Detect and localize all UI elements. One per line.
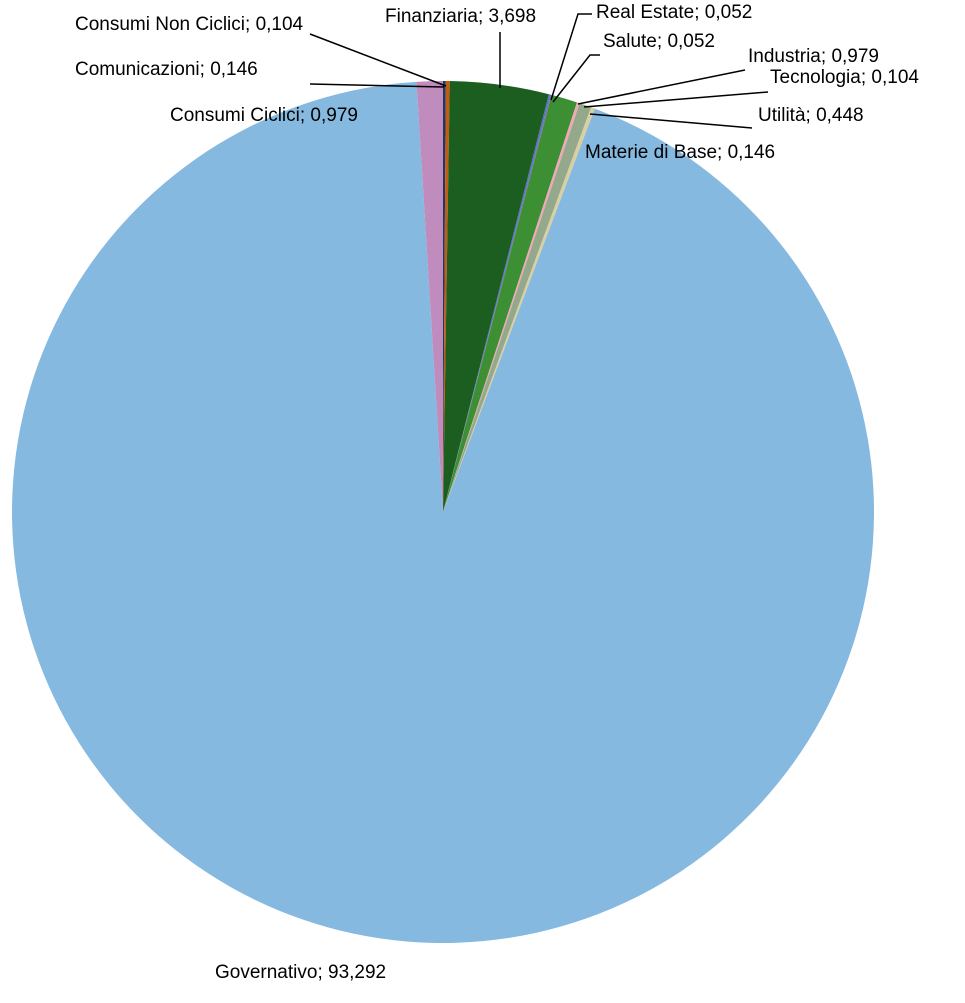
pie-slice xyxy=(443,81,549,513)
leader-line xyxy=(589,113,753,129)
pie-slice xyxy=(443,94,551,512)
pie-slice xyxy=(416,81,443,512)
data-label: Utilità; 0,448 xyxy=(758,105,864,126)
label-category: Industria xyxy=(748,46,821,67)
leader-line xyxy=(309,33,447,87)
label-separator: ; xyxy=(861,67,872,88)
pie-slice xyxy=(443,107,595,512)
data-label: Governativo; 93,292 xyxy=(215,962,386,983)
label-category: Utilità xyxy=(758,105,806,126)
pie-slice xyxy=(443,102,580,513)
label-value: 0,104 xyxy=(871,67,919,88)
label-separator: ; xyxy=(245,14,256,35)
label-value: 0,104 xyxy=(256,14,304,35)
label-separator: ; xyxy=(694,2,705,23)
data-label: Real Estate; 0,052 xyxy=(596,2,752,23)
data-label: Tecnologia; 0,104 xyxy=(770,67,919,88)
data-label: Consumi Ciclici; 0,979 xyxy=(170,105,358,126)
label-value: 0,052 xyxy=(705,2,753,23)
data-label: Consumi Non Ciclici; 0,104 xyxy=(75,14,304,35)
label-category: Tecnologia xyxy=(770,67,861,88)
label-separator: ; xyxy=(717,142,728,163)
pie-slice xyxy=(443,94,577,512)
label-value: 3,698 xyxy=(489,6,537,27)
leader-line xyxy=(552,54,600,103)
data-label: Salute; 0,052 xyxy=(603,31,715,52)
data-label: Finanziaria; 3,698 xyxy=(385,6,536,27)
label-separator: ; xyxy=(478,6,489,27)
label-separator: ; xyxy=(806,105,817,126)
pie-slice xyxy=(443,81,446,512)
pie-slice xyxy=(443,81,450,512)
label-separator: ; xyxy=(300,105,311,126)
leader-line xyxy=(583,91,769,108)
label-value: 0,052 xyxy=(667,31,715,52)
label-value: 93,292 xyxy=(328,962,386,983)
label-value: 0,448 xyxy=(816,105,864,126)
label-separator: ; xyxy=(200,59,211,80)
leader-line xyxy=(550,13,592,101)
label-category: Salute xyxy=(603,31,657,52)
label-value: 0,146 xyxy=(728,142,776,163)
leader-line xyxy=(309,83,445,88)
label-value: 0,146 xyxy=(210,59,258,80)
data-label: Industria; 0,979 xyxy=(748,46,879,67)
label-category: Consumi Ciclici xyxy=(170,105,300,126)
pie-slice xyxy=(12,81,875,944)
label-category: Materie di Base xyxy=(585,142,717,163)
label-separator: ; xyxy=(657,31,668,52)
data-label: Materie di Base; 0,146 xyxy=(585,142,775,163)
leader-line xyxy=(577,69,746,105)
label-separator: ; xyxy=(317,962,328,983)
label-value: 0,979 xyxy=(310,105,358,126)
label-value: 0,979 xyxy=(831,46,879,67)
data-label: Comunicazioni; 0,146 xyxy=(75,59,258,80)
label-category: Consumi Non Ciclici xyxy=(75,14,245,35)
label-separator: ; xyxy=(821,46,832,67)
label-category: Real Estate xyxy=(596,2,694,23)
label-category: Finanziaria xyxy=(385,6,478,27)
pie-slice xyxy=(443,103,592,512)
label-category: Governativo xyxy=(215,962,317,983)
pie-slice xyxy=(443,94,552,513)
label-category: Comunicazioni xyxy=(75,59,200,80)
